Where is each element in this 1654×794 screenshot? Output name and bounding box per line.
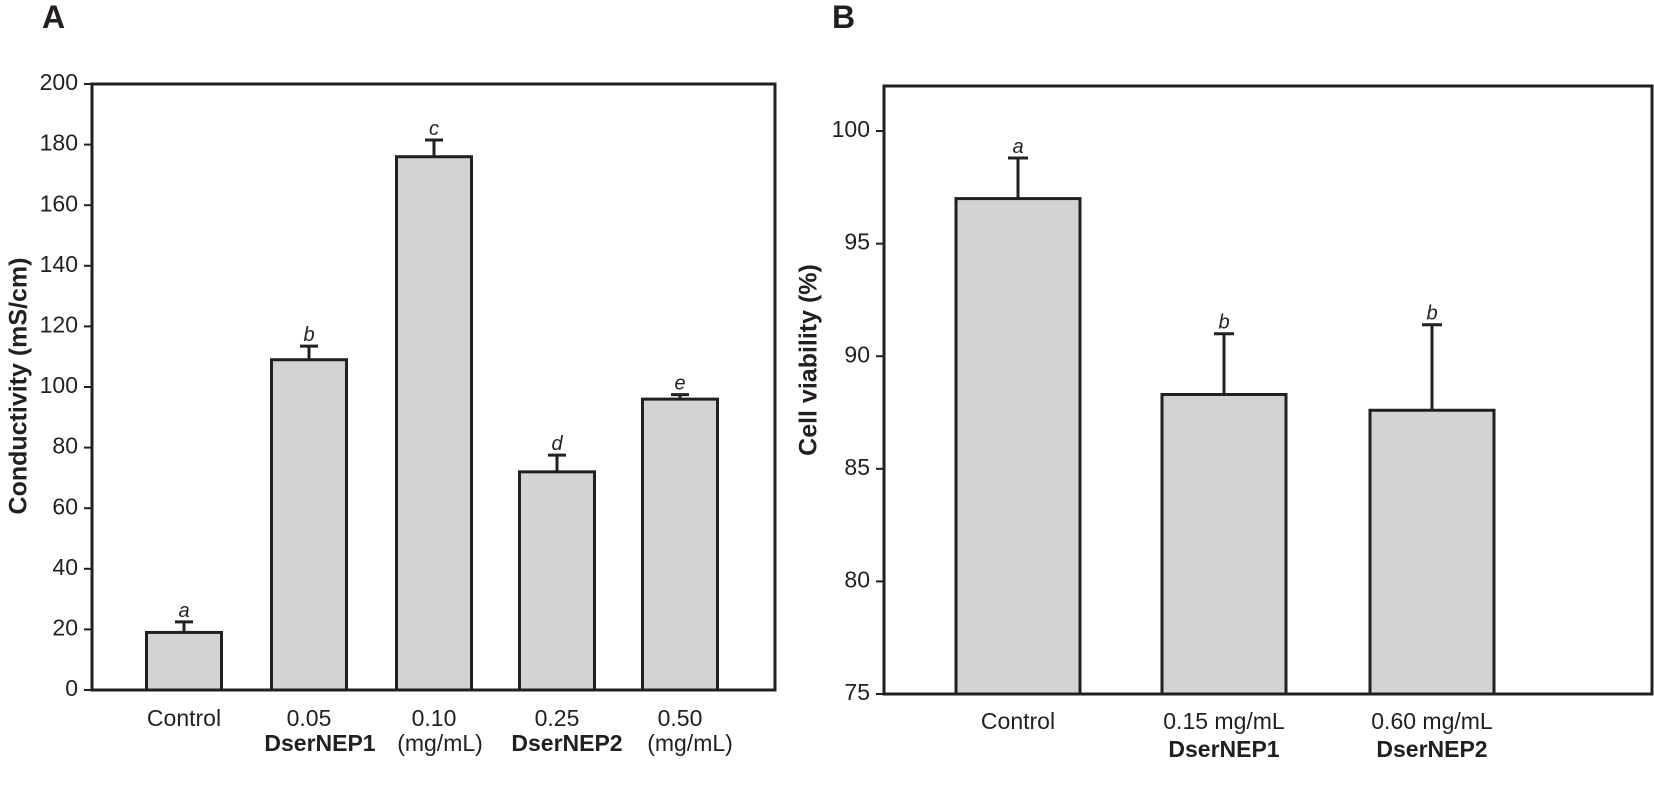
x-category-sublabel: DserNEP1 — [1168, 736, 1279, 762]
y-tick-label: 85 — [844, 454, 870, 480]
panel-a-group-label-dsernep1: DserNEP1 — [264, 730, 375, 756]
y-tick-label: 0 — [65, 675, 78, 701]
significance-label: d — [551, 433, 563, 455]
panel-a-letter: A — [42, 0, 65, 35]
x-category-sublabel: DserNEP2 — [1376, 736, 1487, 762]
x-category-label: Control — [147, 705, 221, 731]
y-tick-label: 20 — [52, 614, 78, 640]
y-tick-label: 100 — [40, 372, 78, 398]
panel-a-group-label-dsernep2: DserNEP2 — [511, 730, 622, 756]
significance-label: a — [178, 600, 189, 622]
x-category-label: 0.05 — [287, 705, 332, 731]
panel-b-plot-frame — [882, 84, 1654, 696]
bar — [145, 630, 223, 692]
x-category-label: 0.15 mg/mL — [1163, 708, 1285, 734]
y-tick-label: 80 — [52, 433, 78, 459]
panel-a-y-axis: 0 20 40 60 80 100 120 140 160 180 200 — [40, 69, 92, 701]
y-tick-label: 80 — [844, 566, 870, 592]
panel-b: B Cell viability (%) 75 80 85 90 95 100 a b b C… — [795, 0, 1654, 762]
panel-b-y-axis: 75 80 85 90 95 100 — [832, 116, 884, 705]
panel-a-group-unit-2: (mg/mL) — [647, 730, 733, 756]
x-category-label: 0.10 — [412, 705, 457, 731]
panel-a-y-axis-title: Conductivity (mS/cm) — [5, 258, 33, 515]
significance-label: c — [429, 118, 439, 140]
bar — [518, 470, 596, 692]
y-tick-label: 100 — [832, 116, 870, 142]
panel-a-plot-frame — [90, 82, 777, 692]
y-tick-label: 60 — [52, 493, 78, 519]
x-category-label: 0.60 mg/mL — [1371, 708, 1493, 734]
y-tick-label: 200 — [40, 69, 78, 95]
panel-b-letter: B — [832, 0, 855, 35]
panel-b-bars: a b b — [954, 136, 1496, 696]
significance-label: b — [1426, 303, 1437, 325]
panel-a-x-axis: DserNEP1 (mg/mL) DserNEP2 (mg/mL) Contro… — [147, 705, 733, 756]
bar — [641, 397, 719, 692]
significance-label: e — [674, 373, 685, 395]
x-category-label: Control — [981, 708, 1055, 734]
y-tick-label: 160 — [40, 190, 78, 216]
panel-a: A Conductivity (mS/cm) 0 20 40 60 80 100 120 14… — [5, 0, 777, 756]
y-tick-label: 140 — [40, 251, 78, 277]
bar — [1160, 393, 1288, 696]
significance-label: b — [303, 324, 314, 346]
y-tick-label: 120 — [40, 311, 78, 337]
significance-label: a — [1012, 136, 1023, 158]
bar — [395, 155, 473, 692]
panel-a-group-unit-1: (mg/mL) — [397, 730, 483, 756]
y-tick-label: 75 — [844, 679, 870, 705]
x-category-label: 0.25 — [535, 705, 580, 731]
y-tick-label: 40 — [52, 554, 78, 580]
y-tick-label: 180 — [40, 130, 78, 156]
x-category-label: 0.50 — [658, 705, 703, 731]
bar — [1368, 408, 1496, 696]
y-tick-label: 95 — [844, 229, 870, 255]
bar — [954, 197, 1082, 696]
panel-a-bars: a b c d e — [145, 118, 719, 692]
bar — [270, 358, 348, 692]
panel-b-y-axis-title: Cell viability (%) — [795, 264, 823, 456]
significance-label: b — [1218, 312, 1229, 334]
y-tick-label: 90 — [844, 341, 870, 367]
